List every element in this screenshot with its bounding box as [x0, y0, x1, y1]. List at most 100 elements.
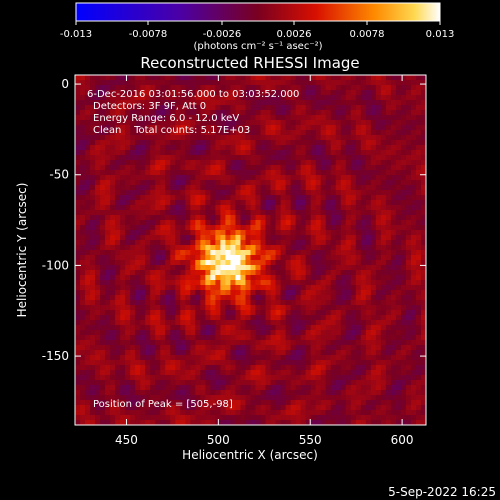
heatmap-cell	[255, 355, 262, 361]
heatmap-cell	[100, 100, 106, 106]
heatmap-cell	[280, 145, 287, 151]
heatmap-cell	[200, 230, 206, 236]
heatmap-cell	[350, 125, 357, 131]
heatmap-cell	[105, 285, 111, 291]
heatmap-cell	[220, 310, 227, 316]
heatmap-cell	[120, 230, 126, 236]
heatmap-cell	[395, 405, 402, 411]
heatmap-cell	[195, 240, 201, 246]
heatmap-cell	[220, 125, 227, 131]
heatmap-cell	[415, 300, 422, 306]
heatmap-cell	[320, 150, 327, 156]
heatmap-cell	[195, 215, 201, 221]
heatmap-cell	[195, 385, 201, 391]
heatmap-cell	[190, 190, 196, 196]
heatmap-cell	[350, 80, 357, 86]
heatmap-cell	[180, 155, 186, 161]
heatmap-cell	[370, 220, 377, 226]
heatmap-cell	[145, 75, 151, 81]
heatmap-cell	[230, 90, 237, 96]
heatmap-cell	[180, 330, 186, 336]
heatmap-cell	[240, 215, 247, 221]
heatmap-cell	[360, 115, 367, 121]
heatmap-cell	[150, 260, 156, 266]
heatmap-cell	[185, 85, 191, 91]
heatmap-cell	[260, 380, 267, 386]
heatmap-cell	[415, 305, 422, 311]
heatmap-cell	[330, 145, 337, 151]
heatmap-cell	[335, 300, 342, 306]
heatmap-cell	[335, 380, 342, 386]
heatmap-cell	[240, 145, 247, 151]
heatmap-cell	[130, 160, 136, 166]
heatmap-cell	[210, 280, 216, 286]
heatmap-cell	[200, 80, 206, 86]
heatmap-cell	[390, 390, 397, 396]
heatmap-cell	[330, 250, 337, 256]
heatmap-cell	[250, 100, 257, 106]
heatmap-cell	[355, 355, 362, 361]
heatmap-cell	[180, 85, 186, 91]
heatmap-cell	[325, 355, 332, 361]
heatmap-cell	[385, 315, 392, 321]
heatmap-cell	[100, 260, 106, 266]
heatmap-cell	[385, 185, 392, 191]
heatmap-cell	[185, 190, 191, 196]
heatmap-cell	[165, 260, 171, 266]
heatmap-cell	[200, 205, 206, 211]
heatmap-cell	[330, 385, 337, 391]
heatmap-cell	[385, 175, 392, 181]
heatmap-cell	[250, 330, 257, 336]
heatmap-cell	[205, 175, 211, 181]
heatmap-cell	[85, 85, 91, 91]
heatmap-cell	[275, 340, 282, 346]
heatmap-cell	[85, 415, 91, 421]
heatmap-cell	[315, 380, 322, 386]
heatmap-cell	[300, 200, 307, 206]
heatmap-cell	[330, 290, 337, 296]
heatmap-cell	[205, 125, 211, 131]
heatmap-cell	[105, 375, 111, 381]
heatmap-cell	[405, 125, 412, 131]
heatmap-cell	[345, 130, 352, 136]
heatmap-cell	[265, 110, 272, 116]
heatmap-cell	[410, 325, 417, 331]
heatmap-cell	[155, 225, 161, 231]
heatmap-cell	[260, 150, 267, 156]
heatmap-cell	[115, 80, 121, 86]
heatmap-cell	[175, 145, 181, 151]
heatmap-cell	[220, 170, 227, 176]
heatmap-cell	[165, 250, 171, 256]
heatmap-cell	[100, 325, 106, 331]
heatmap-cell	[175, 390, 181, 396]
heatmap-cell	[205, 160, 211, 166]
heatmap-cell	[280, 120, 287, 126]
heatmap-cell	[355, 290, 362, 296]
heatmap-cell	[255, 150, 262, 156]
heatmap-cell	[415, 130, 422, 136]
heatmap-cell	[210, 115, 216, 121]
heatmap-cell	[405, 160, 412, 166]
heatmap-cell	[260, 355, 267, 361]
heatmap-cell	[345, 340, 352, 346]
heatmap-cell	[360, 400, 367, 406]
heatmap-cell	[280, 85, 287, 91]
heatmap-cell	[250, 400, 257, 406]
heatmap-cell	[415, 110, 422, 116]
heatmap-cell	[85, 100, 91, 106]
heatmap-cell	[295, 420, 302, 425]
heatmap-cell	[180, 105, 186, 111]
heatmap-cell	[355, 405, 362, 411]
heatmap-cell	[265, 320, 272, 326]
heatmap-cell	[375, 285, 382, 291]
heatmap-cell	[280, 135, 287, 141]
heatmap-cell	[175, 215, 181, 221]
heatmap-cell	[380, 280, 387, 286]
heatmap-cell	[285, 180, 292, 186]
heatmap-cell	[205, 355, 211, 361]
heatmap-cell	[410, 405, 417, 411]
heatmap-cell	[150, 315, 156, 321]
heatmap-cell	[385, 80, 392, 86]
heatmap-cell	[285, 130, 292, 136]
heatmap-cell	[90, 355, 96, 361]
